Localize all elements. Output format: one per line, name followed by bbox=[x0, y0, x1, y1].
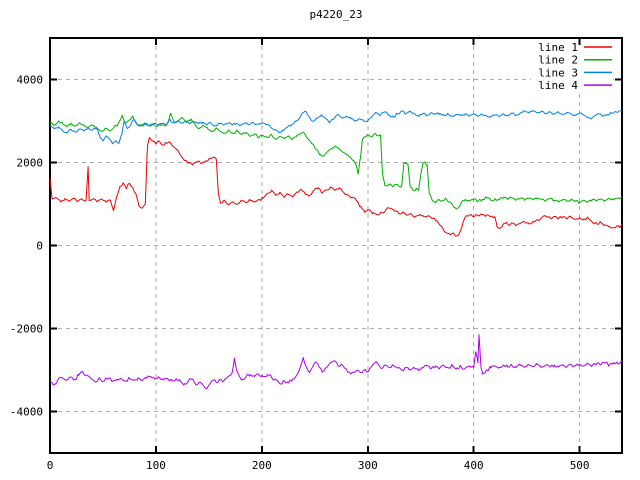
x-tick-label: 100 bbox=[146, 459, 166, 472]
legend-label: line 2 bbox=[538, 54, 578, 67]
y-tick-label: 2000 bbox=[17, 157, 44, 170]
x-tick-label: 500 bbox=[570, 459, 590, 472]
legend-label: line 3 bbox=[538, 66, 578, 79]
x-tick-label: 300 bbox=[358, 459, 378, 472]
x-tick-label: 0 bbox=[47, 459, 54, 472]
series-lines bbox=[49, 110, 623, 390]
plot-border-and-ticks bbox=[49, 37, 623, 454]
y-tick-label: -4000 bbox=[10, 406, 43, 419]
y-tick-label: -2000 bbox=[10, 323, 43, 336]
legend-label: line 4 bbox=[538, 79, 578, 92]
chart-title: p4220_23 bbox=[310, 8, 363, 21]
series-line-4 bbox=[49, 334, 623, 390]
legend-backing bbox=[531, 40, 613, 91]
x-tick-label: 400 bbox=[464, 459, 484, 472]
series-line-3 bbox=[49, 110, 623, 145]
legend-item-line-2: line 2 bbox=[538, 54, 612, 67]
axis-tick-labels: 0 100 200 300 400 500 -4000 -2000 0 2000 4000 bbox=[10, 74, 590, 473]
x-tick-label: 200 bbox=[252, 459, 272, 472]
legend-background bbox=[531, 40, 613, 91]
legend-item-line-4: line 4 bbox=[538, 79, 612, 92]
series-line-1 bbox=[49, 137, 623, 237]
legend-label: line 1 bbox=[538, 41, 578, 54]
gridlines bbox=[50, 38, 622, 453]
y-tick-label: 4000 bbox=[17, 74, 44, 87]
y-tick-label: 0 bbox=[36, 240, 43, 253]
legend-item-line-1: line 1 bbox=[538, 41, 612, 54]
legend-item-line-3: line 3 bbox=[538, 66, 612, 79]
